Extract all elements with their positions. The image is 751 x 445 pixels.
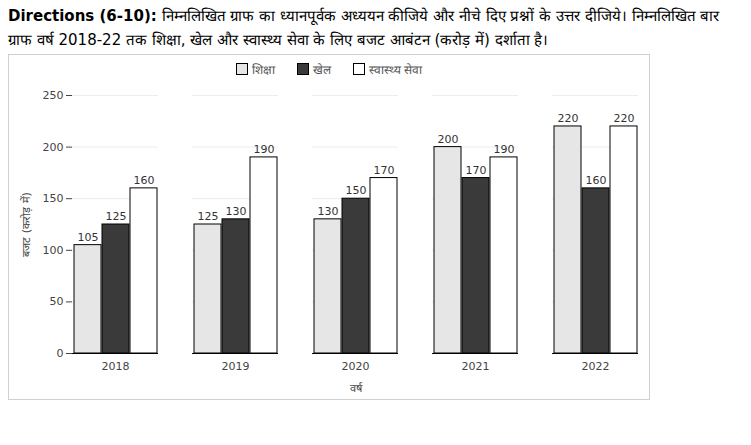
svg-text:250: 250: [43, 89, 64, 102]
svg-text:0: 0: [57, 347, 64, 360]
html-text:स्वास्थ्य सेवा: स्वास्थ्य सेवा: [368, 63, 423, 77]
svg-text:160: 160: [134, 174, 155, 187]
svg-text:190: 190: [254, 143, 275, 156]
svg-text:220: 220: [614, 112, 635, 125]
svg-text:170: 170: [466, 164, 487, 177]
svg-text:130: 130: [226, 205, 247, 218]
html-text:खेल: खेल: [312, 63, 331, 77]
svg-text:2022: 2022: [582, 360, 610, 373]
svg-text:2019: 2019: [222, 360, 250, 373]
svg-text:150: 150: [346, 184, 367, 197]
svg-text:190: 190: [494, 143, 515, 156]
svg-text:150: 150: [43, 192, 64, 205]
svg-text:130: 130: [318, 205, 339, 218]
svg-text:बजट (करोड़ में): बजट (करोड़ में): [20, 192, 33, 257]
svg-text:2021: 2021: [462, 360, 490, 373]
svg-text:170: 170: [374, 164, 395, 177]
svg-text:125: 125: [106, 210, 127, 223]
svg-text:220: 220: [558, 112, 579, 125]
svg-text:2018: 2018: [102, 360, 130, 373]
svg-text:100: 100: [43, 244, 64, 257]
svg-text:125: 125: [198, 210, 219, 223]
svg-text:200: 200: [438, 133, 459, 146]
html-text:Directions (6-10): निम्नलिखित: Directions (6-10): निम्नलिखित ग्राफ का ध…: [8, 7, 720, 49]
svg-text:160: 160: [586, 174, 607, 187]
svg-text:200: 200: [43, 141, 64, 154]
svg-text:50: 50: [50, 295, 64, 308]
svg-text:105: 105: [78, 231, 99, 244]
svg-text:2020: 2020: [342, 360, 370, 373]
svg-text:वर्ष: वर्ष: [350, 382, 363, 395]
html-text:शिक्षा: शिक्षा: [251, 63, 275, 77]
